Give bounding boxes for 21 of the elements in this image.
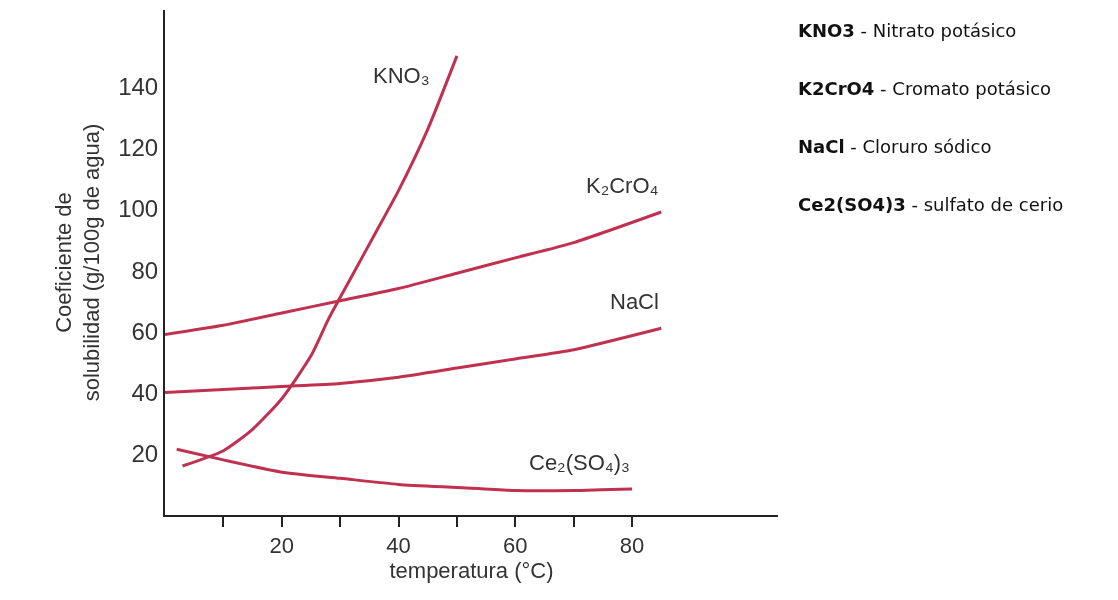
y-tick-label: 140: [118, 72, 159, 100]
series-label: K₂CrO₄: [586, 173, 659, 198]
y-tick-label: 40: [131, 378, 159, 406]
x-tick-label: 20: [269, 533, 294, 559]
text: Ce2(SO4)3 - sulfato de cerio: [798, 194, 1064, 215]
y-tick-label: 100: [118, 195, 159, 223]
x-tick-label: 60: [503, 533, 528, 559]
y-tick-label: 80: [131, 256, 159, 284]
y-tick-label: 60: [131, 317, 159, 345]
x-axis-title: temperatura (°C): [389, 558, 554, 584]
y-tick-label: 20: [131, 440, 159, 468]
x-tick-label: 80: [619, 533, 645, 559]
series-label: Ce₂(SO₄)₃: [529, 450, 631, 475]
x-tick-label: 40: [386, 533, 411, 559]
y-tick-label: 120: [118, 134, 159, 162]
text: K2CrO4 - Cromato potásico: [798, 78, 1052, 99]
series-label: KNO₃: [373, 63, 430, 88]
text: NaCl - Cloruro sódico: [798, 136, 992, 157]
y-axis-title: Coeficiente de solubilidad (g/100g de agua): [50, 123, 105, 402]
text: KNO3 - Nitrato potásico: [798, 20, 1017, 41]
series-label: NaCl: [610, 289, 659, 314]
